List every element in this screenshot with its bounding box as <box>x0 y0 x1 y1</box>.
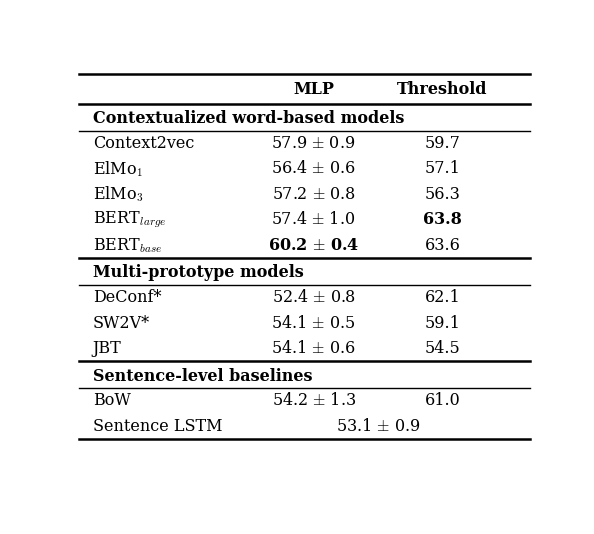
Text: 54.5: 54.5 <box>425 340 460 357</box>
Text: Sentence LSTM: Sentence LSTM <box>93 418 222 435</box>
Text: Context2vec: Context2vec <box>93 135 194 152</box>
Text: 57.2 $\pm$ 0.8: 57.2 $\pm$ 0.8 <box>272 186 355 203</box>
Text: 63.6: 63.6 <box>425 237 460 254</box>
Text: Threshold: Threshold <box>397 81 488 98</box>
Text: 52.4 $\pm$ 0.8: 52.4 $\pm$ 0.8 <box>271 289 356 306</box>
Text: 57.4 $\pm$ 1.0: 57.4 $\pm$ 1.0 <box>271 211 356 229</box>
Text: 61.0: 61.0 <box>425 392 460 410</box>
Text: DeConf*: DeConf* <box>93 289 161 306</box>
Text: Sentence-level baselines: Sentence-level baselines <box>93 367 312 384</box>
Text: BERT$_{large}$: BERT$_{large}$ <box>93 210 166 230</box>
Text: 57.1: 57.1 <box>425 160 460 177</box>
Text: 60.2 $\pm$ 0.4: 60.2 $\pm$ 0.4 <box>268 237 359 254</box>
Text: ElMo$_3$: ElMo$_3$ <box>93 185 143 205</box>
Text: 53.1 $\pm$ 0.9: 53.1 $\pm$ 0.9 <box>336 418 421 435</box>
Text: 56.4 $\pm$ 0.6: 56.4 $\pm$ 0.6 <box>271 160 356 177</box>
Text: 63.8: 63.8 <box>423 211 462 229</box>
Text: JBT: JBT <box>93 340 121 357</box>
Text: ElMo$_1$: ElMo$_1$ <box>93 159 143 179</box>
Text: 62.1: 62.1 <box>425 289 460 306</box>
Text: Multi-prototype models: Multi-prototype models <box>93 264 304 281</box>
Text: SW2V*: SW2V* <box>93 315 150 332</box>
Text: 59.7: 59.7 <box>425 135 460 152</box>
Text: Contextualized word-based models: Contextualized word-based models <box>93 110 404 127</box>
Text: 59.1: 59.1 <box>425 315 460 332</box>
Text: 56.3: 56.3 <box>425 186 460 203</box>
Text: BERT$_{base}$: BERT$_{base}$ <box>93 236 162 255</box>
Text: MLP: MLP <box>293 81 334 98</box>
Text: 57.9 $\pm$ 0.9: 57.9 $\pm$ 0.9 <box>271 135 356 152</box>
Text: 54.1 $\pm$ 0.6: 54.1 $\pm$ 0.6 <box>271 340 356 357</box>
Text: BoW: BoW <box>93 392 131 410</box>
Text: 54.1 $\pm$ 0.5: 54.1 $\pm$ 0.5 <box>271 315 356 332</box>
Text: 54.2 $\pm$ 1.3: 54.2 $\pm$ 1.3 <box>271 392 356 410</box>
